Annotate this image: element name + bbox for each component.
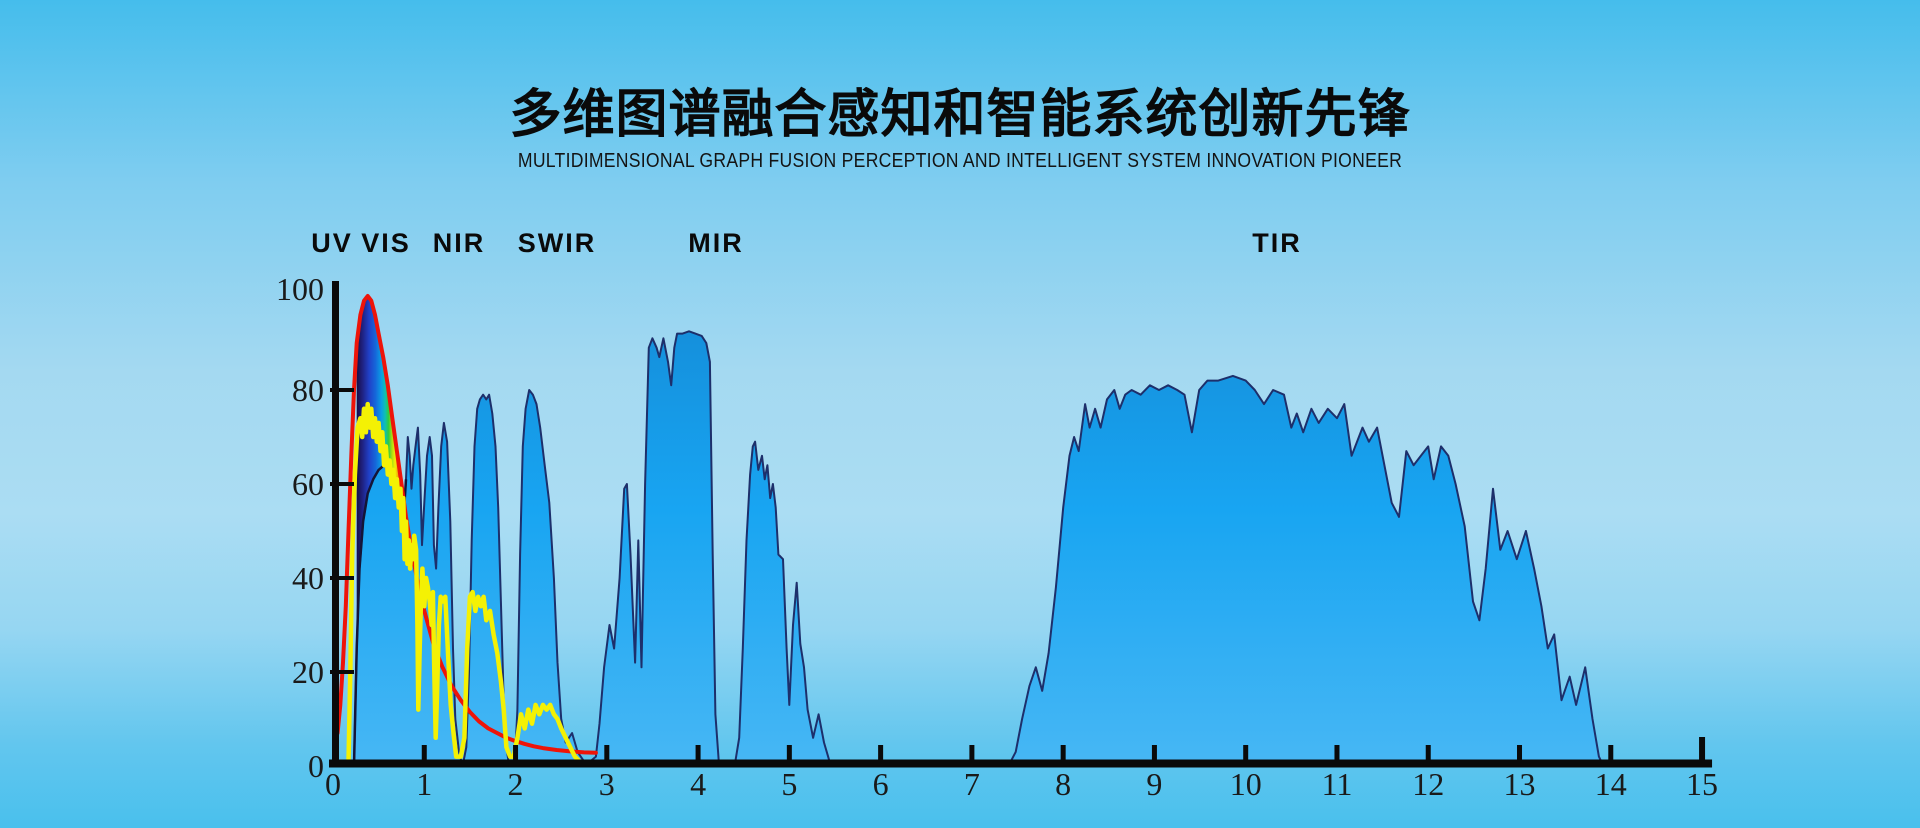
x-tick-label: 4 (690, 766, 706, 802)
transmission-windows-area (353, 330, 1605, 767)
band-label-mir: MIR (688, 228, 744, 258)
y-tick-label: 80 (292, 372, 324, 408)
x-axis-tick (1243, 745, 1249, 761)
x-tick-label: 1 (416, 766, 432, 802)
y-tick-label: 60 (292, 466, 324, 502)
x-axis-tick (1060, 745, 1066, 761)
band-label-tir: TIR (1252, 228, 1302, 258)
x-tick-label: 8 (1055, 766, 1071, 802)
y-axis-line (332, 281, 339, 767)
x-tick-label: 13 (1504, 766, 1536, 802)
y-tick-label: 100 (276, 271, 324, 307)
y-axis-tick (330, 388, 354, 392)
x-axis-tick (421, 745, 427, 761)
page-title: 多维图谱融合感知和智能系统创新先锋 (509, 86, 1411, 144)
x-axis-tick (1334, 745, 1340, 761)
x-axis-tick (1608, 745, 1614, 761)
x-axis-tick (1699, 737, 1706, 760)
y-tick-label: 0 (308, 748, 324, 784)
surface-irradiance-curve (346, 401, 582, 764)
band-label-vis: VIS (361, 228, 411, 258)
x-axis-tick (786, 745, 792, 761)
x-tick-label: 11 (1322, 766, 1353, 802)
y-axis-tick (330, 482, 354, 486)
x-axis-tick (878, 745, 884, 761)
x-tick-label: 15 (1686, 766, 1718, 802)
x-axis-line (329, 759, 1713, 768)
x-tick-label: 10 (1230, 766, 1262, 802)
x-tick-label: 3 (599, 766, 615, 802)
x-axis-tick (1425, 745, 1431, 761)
x-tick-label: 5 (781, 766, 797, 802)
x-tick-label: 2 (508, 766, 524, 802)
x-tick-label: 7 (964, 766, 980, 802)
x-tick-label: 6 (873, 766, 889, 802)
axes (329, 281, 1713, 768)
band-label-uv: UV (311, 228, 353, 258)
x-tick-label: 12 (1412, 766, 1444, 802)
x-tick-label: 9 (1146, 766, 1162, 802)
visible-spectrum-rainbow-area (356, 296, 406, 649)
page-subtitle: MULTIDIMENSIONAL GRAPH FUSION PERCEPTION… (517, 150, 1403, 172)
band-label-nir: NIR (432, 228, 486, 258)
x-tick-label: 0 (325, 766, 341, 802)
x-axis-tick (513, 745, 519, 761)
x-axis-tick (969, 745, 975, 761)
x-axis-tick (695, 745, 701, 761)
x-axis-tick (1517, 745, 1523, 761)
x-axis-tick (604, 745, 610, 761)
x-axis-tick (1151, 745, 1157, 761)
y-axis-tick (330, 576, 354, 580)
y-tick-label: 20 (292, 654, 324, 690)
y-axis-tick (330, 670, 354, 674)
band-label-swir: SWIR (517, 228, 597, 258)
x-tick-label: 14 (1595, 766, 1627, 802)
y-tick-label: 40 (292, 560, 324, 596)
